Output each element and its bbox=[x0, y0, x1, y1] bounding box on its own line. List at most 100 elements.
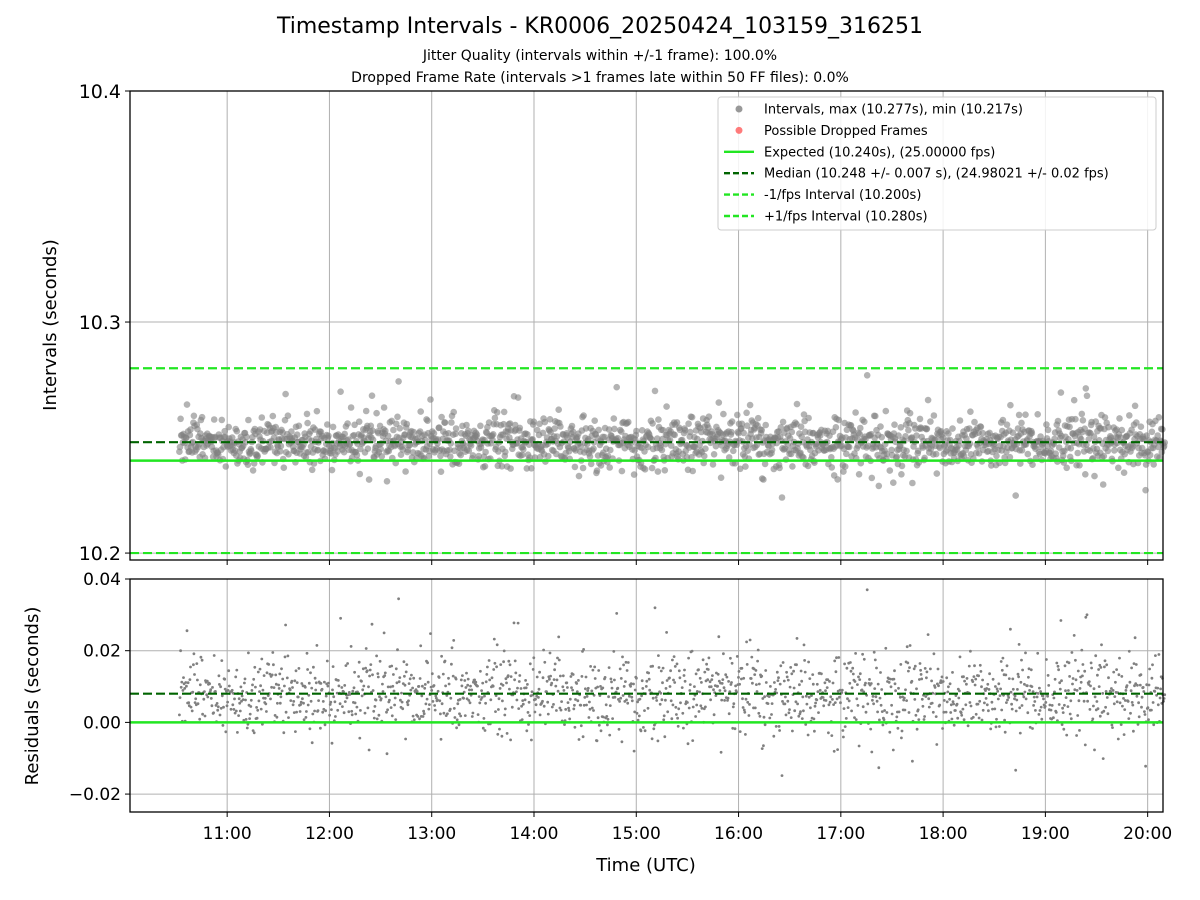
interval-point bbox=[452, 425, 460, 432]
residual-point bbox=[516, 621, 520, 625]
residual-point bbox=[1003, 730, 1007, 734]
residual-point bbox=[586, 689, 590, 692]
residual-point bbox=[269, 697, 272, 701]
residual-point bbox=[731, 726, 735, 730]
residual-point bbox=[1024, 697, 1028, 701]
residual-point bbox=[810, 694, 813, 697]
interval-point bbox=[593, 467, 601, 475]
residual-point bbox=[239, 685, 243, 689]
residual-point bbox=[770, 702, 774, 705]
residual-point bbox=[1111, 726, 1114, 729]
residual-point bbox=[996, 697, 1000, 701]
residual-point bbox=[776, 679, 780, 682]
residual-point bbox=[349, 645, 353, 648]
residual-point bbox=[1075, 689, 1079, 692]
interval-point bbox=[625, 418, 632, 426]
residual-point bbox=[1023, 682, 1026, 686]
residual-point bbox=[635, 711, 639, 715]
residual-point bbox=[599, 729, 603, 733]
residual-point bbox=[803, 670, 807, 674]
residual-point bbox=[733, 727, 737, 731]
residual-point bbox=[574, 698, 577, 701]
residual-point bbox=[929, 667, 932, 671]
interval-point bbox=[530, 418, 538, 426]
residual-point bbox=[458, 712, 461, 716]
residual-point bbox=[521, 699, 525, 702]
x-tick-label: 12:00 bbox=[305, 824, 354, 844]
residual-point bbox=[586, 686, 590, 690]
residual-point bbox=[424, 702, 428, 706]
residual-point bbox=[218, 683, 221, 686]
interval-point bbox=[536, 420, 543, 428]
interval-point bbox=[914, 447, 922, 455]
interval-point bbox=[590, 445, 597, 453]
residual-point bbox=[323, 680, 326, 684]
residual-point bbox=[1044, 701, 1048, 704]
residual-point bbox=[919, 673, 923, 676]
interval-point bbox=[591, 417, 598, 425]
interval-point bbox=[324, 421, 331, 428]
residuals-plot-frame bbox=[129, 578, 1164, 813]
residual-point bbox=[860, 688, 864, 692]
interval-point bbox=[1131, 402, 1139, 410]
residual-point bbox=[313, 676, 317, 680]
residual-point bbox=[806, 733, 810, 737]
interval-point bbox=[215, 451, 222, 458]
residual-point bbox=[265, 671, 269, 675]
interval-point bbox=[655, 416, 662, 423]
interval-point bbox=[800, 454, 807, 461]
residual-point bbox=[223, 677, 227, 681]
residual-point bbox=[433, 708, 437, 712]
interval-point bbox=[758, 426, 765, 434]
residual-point bbox=[825, 686, 829, 689]
residual-point bbox=[577, 738, 581, 741]
interval-point bbox=[565, 448, 573, 455]
residual-point bbox=[444, 684, 447, 688]
residual-point bbox=[1114, 680, 1117, 684]
residual-point bbox=[312, 665, 315, 669]
residual-point bbox=[665, 679, 669, 682]
residual-point bbox=[518, 674, 522, 677]
residual-point bbox=[230, 688, 234, 692]
residual-point bbox=[427, 707, 431, 711]
residual-point bbox=[556, 689, 560, 693]
residual-point bbox=[1028, 725, 1032, 729]
residual-point bbox=[873, 658, 877, 662]
residual-point bbox=[621, 655, 624, 659]
residual-point bbox=[714, 694, 718, 697]
interval-point bbox=[477, 422, 484, 430]
residual-point bbox=[489, 698, 493, 702]
interval-point bbox=[1146, 451, 1154, 459]
residual-point bbox=[1109, 690, 1113, 694]
interval-point bbox=[651, 387, 659, 395]
interval-point bbox=[341, 430, 349, 438]
residual-point bbox=[1079, 680, 1083, 684]
interval-point bbox=[473, 431, 481, 438]
residual-point bbox=[617, 727, 621, 731]
x-tick-label: 14:00 bbox=[509, 824, 558, 844]
residual-point bbox=[893, 682, 897, 686]
residual-point bbox=[338, 702, 342, 706]
residual-point bbox=[902, 696, 906, 700]
residual-point bbox=[524, 679, 527, 682]
residual-point bbox=[981, 708, 985, 712]
residual-point bbox=[563, 723, 566, 726]
interval-point bbox=[1154, 432, 1161, 439]
residual-point bbox=[1080, 648, 1084, 652]
residual-point bbox=[945, 676, 949, 680]
residual-point bbox=[1154, 654, 1157, 657]
residual-point bbox=[1111, 689, 1115, 692]
residual-point bbox=[1151, 701, 1155, 704]
interval-point bbox=[816, 432, 824, 439]
residual-point bbox=[636, 718, 640, 722]
residual-point bbox=[434, 694, 438, 698]
residual-point bbox=[493, 661, 497, 665]
residuals-y-tick-label: −0.02 bbox=[69, 785, 121, 805]
interval-point bbox=[355, 418, 363, 426]
interval-point bbox=[259, 437, 267, 445]
residual-point bbox=[1069, 699, 1073, 703]
residual-point bbox=[440, 654, 443, 658]
residual-point bbox=[937, 684, 940, 688]
residual-point bbox=[777, 676, 780, 680]
residual-point bbox=[316, 709, 320, 712]
